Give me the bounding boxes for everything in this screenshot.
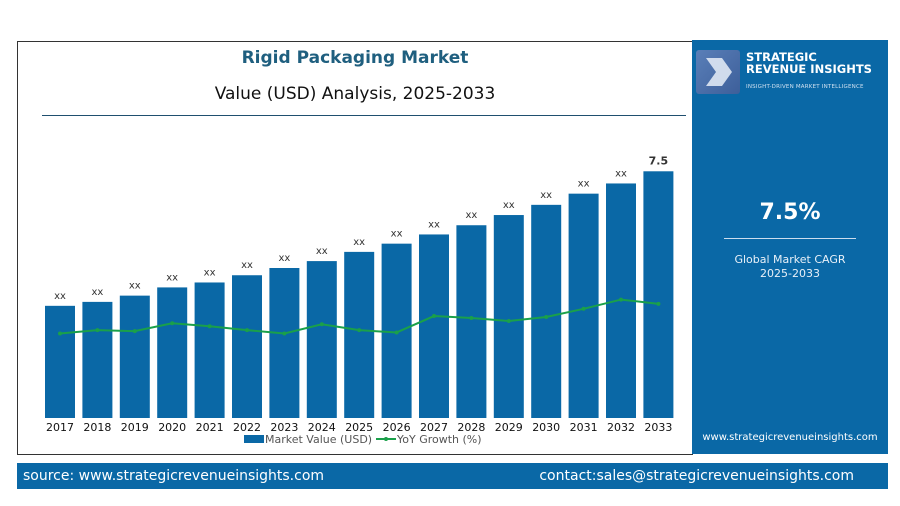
logo-chevron-icon: [696, 50, 740, 94]
bar-2028: [456, 225, 487, 418]
yoy-point-2032: [619, 297, 623, 302]
yoy-point-2033: [656, 301, 661, 306]
data-label-2018: xx: [91, 287, 103, 298]
legend-yoy-growth: YoY Growth (%): [396, 433, 482, 446]
yoy-point-2024: [319, 322, 324, 327]
data-label-2021: xx: [204, 267, 216, 278]
yoy-point-2028: [469, 316, 474, 320]
x-tick-2028: 2028: [457, 421, 485, 434]
logo-line2: REVENUE INSIGHTS: [746, 62, 872, 76]
chart-panel: Rigid Packaging Market Value (USD) Analy…: [17, 41, 693, 455]
x-tick-2023: 2023: [270, 421, 298, 434]
x-tick-2017: 2017: [46, 421, 74, 434]
x-tick-2018: 2018: [83, 421, 111, 434]
bar-2027: [419, 234, 449, 418]
legend-line-marker: [384, 437, 388, 441]
bar-2033: [643, 171, 674, 418]
cagr-divider: [724, 238, 856, 239]
chart-subtitle: Value (USD) Analysis, 2025-2033: [214, 84, 496, 104]
yoy-point-2022: [245, 328, 249, 333]
yoy-point-2019: [132, 329, 137, 334]
yoy-point-2023: [282, 331, 287, 336]
chart-title: Rigid Packaging Market: [241, 48, 469, 68]
x-tick-2027: 2027: [420, 421, 448, 434]
x-tick-2031: 2031: [570, 421, 598, 434]
data-label-2023: xx: [278, 253, 290, 264]
yoy-point-2026: [394, 330, 399, 335]
data-label-2028: xx: [465, 210, 477, 221]
yoy-point-2017: [58, 331, 62, 336]
yoy-point-2018: [95, 328, 100, 333]
data-label-2024: xx: [316, 246, 328, 257]
data-label-2022: xx: [241, 260, 253, 271]
x-tick-2020: 2020: [158, 421, 186, 434]
data-label-2033: 7.5: [649, 154, 669, 167]
x-tick-2026: 2026: [383, 421, 411, 434]
x-tick-2030: 2030: [532, 421, 560, 434]
bar-2022: [232, 275, 262, 418]
x-tick-2022: 2022: [233, 421, 261, 434]
data-label-2026: xx: [391, 229, 403, 240]
bar-2020: [157, 287, 188, 418]
yoy-point-2029: [506, 318, 511, 323]
legend-bar-swatch: [244, 435, 264, 443]
logo: STRATEGIC REVENUE INSIGHTS INSIGHT-DRIVE…: [696, 48, 886, 98]
cagr-label: Global Market CAGR: [734, 253, 846, 266]
bar-2024: [306, 261, 337, 418]
bar-2023: [269, 268, 300, 418]
data-label-2025: xx: [353, 237, 365, 248]
yoy-point-2031: [581, 306, 586, 311]
cagr-period: 2025-2033: [760, 267, 820, 280]
yoy-point-2025: [357, 328, 362, 333]
yoy-point-2020: [170, 321, 175, 326]
x-tick-2029: 2029: [495, 421, 523, 434]
data-label-2029: xx: [503, 200, 515, 211]
logo-tagline: INSIGHT-DRIVEN MARKET INTELLIGENCE: [746, 84, 864, 90]
bar-2021: [194, 282, 225, 418]
data-label-2031: xx: [578, 179, 590, 190]
bar-2030: [531, 204, 562, 418]
bar-2018: [82, 301, 113, 418]
legend-market-value: Market Value (USD): [265, 433, 372, 446]
bar-2029: [493, 215, 524, 418]
website-link[interactable]: www.strategicrevenueinsights.com: [702, 432, 878, 443]
x-tick-2032: 2032: [607, 421, 635, 434]
cagr-value: 7.5%: [759, 200, 821, 225]
brand-panel: STRATEGIC REVENUE INSIGHTS INSIGHT-DRIVE…: [692, 40, 888, 454]
logo-line1: STRATEGIC: [746, 50, 817, 64]
x-tick-2025: 2025: [345, 421, 373, 434]
yoy-point-2021: [207, 324, 212, 329]
yoy-point-2027: [432, 314, 436, 319]
data-label-2019: xx: [129, 281, 141, 292]
contact-text: contact:sales@strategicrevenueinsights.c…: [539, 468, 854, 484]
data-label-2030: xx: [540, 190, 552, 201]
title-divider: [42, 115, 686, 116]
chart-plot: xx 2017 xx 2018 xx 2019 xx 2020 xx 2021 xx 2022 xx 20…: [45, 154, 674, 446]
bar-2019: [119, 295, 150, 418]
x-tick-2021: 2021: [196, 421, 224, 434]
data-label-2017: xx: [54, 291, 66, 302]
bar-2025: [344, 251, 375, 418]
footer-bar: source: www.strategicrevenueinsights.com…: [17, 463, 888, 489]
data-label-2027: xx: [428, 219, 440, 230]
x-tick-2019: 2019: [121, 421, 149, 434]
x-tick-2024: 2024: [308, 421, 336, 434]
data-label-2032: xx: [615, 168, 627, 179]
x-tick-2033: 2033: [644, 421, 672, 434]
yoy-point-2030: [544, 315, 549, 320]
data-label-2020: xx: [166, 272, 178, 283]
bar-2017: [45, 305, 75, 418]
source-text: source: www.strategicrevenueinsights.com: [23, 468, 325, 484]
